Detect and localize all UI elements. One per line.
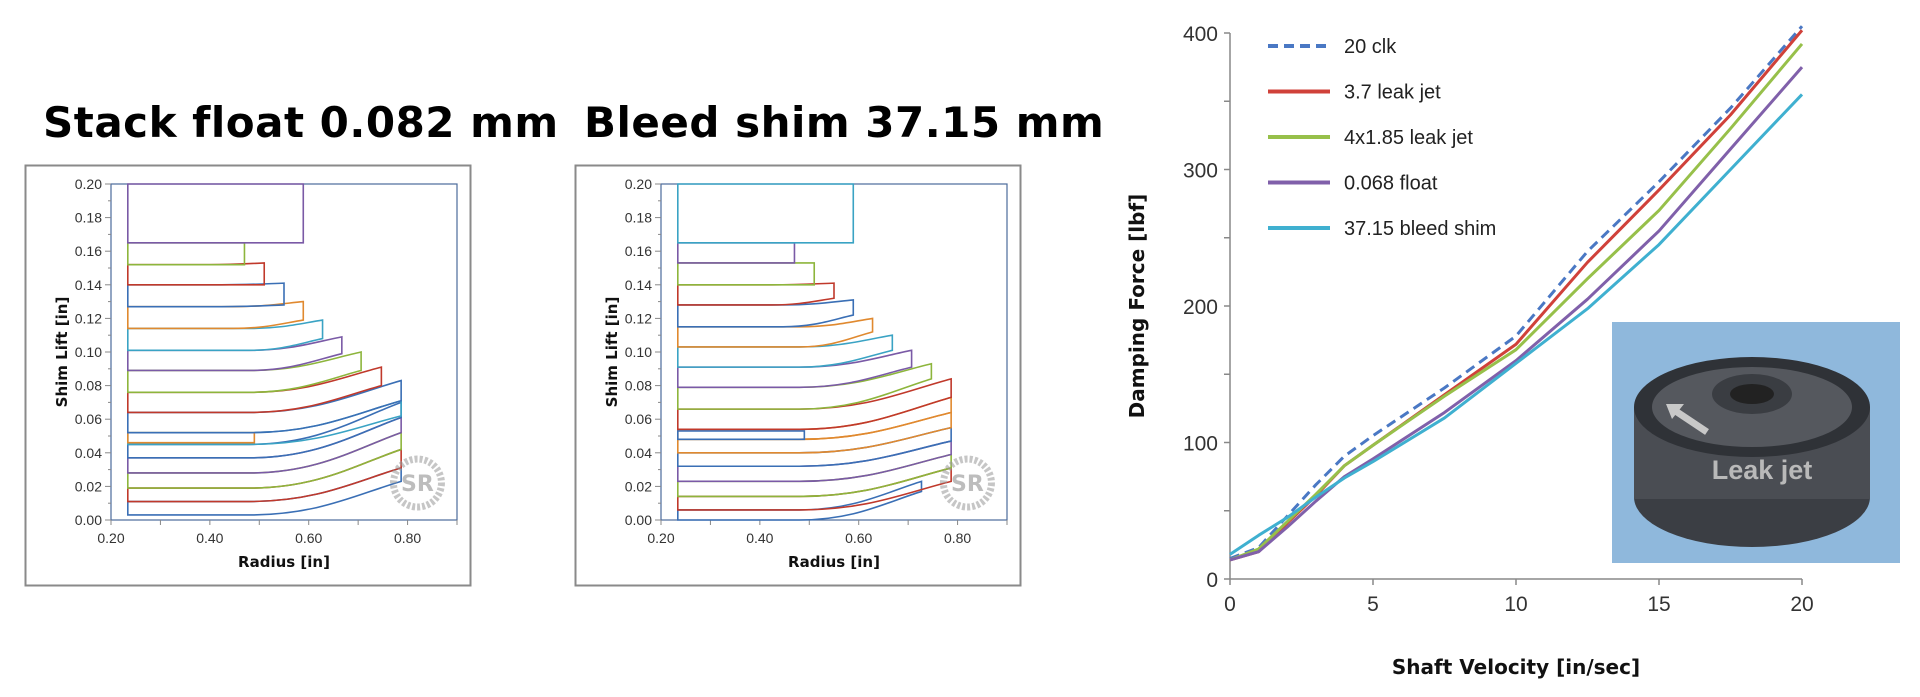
legend-label-4: 37.15 bleed shim — [1344, 218, 1496, 240]
y-tick-label: 0.20 — [75, 176, 102, 192]
series-line-3 — [1229, 66, 1804, 562]
y-tick-label: 0.02 — [625, 478, 652, 494]
y-tick-label: 0.06 — [625, 411, 652, 427]
y-tick-label: 0.08 — [625, 378, 652, 394]
stack-float-chart: 0.00 0.02 0.04 0.06 0.08 0.10 0.12 0.14 0.16 0.18… — [24, 164, 472, 587]
shim-outline — [677, 430, 806, 441]
y-tick-label: 0.00 — [625, 512, 652, 528]
watermark-ring — [389, 455, 445, 511]
y-tick-label: 0.14 — [75, 277, 102, 293]
watermark-ring — [939, 455, 995, 511]
leak-jet-arrow — [1672, 407, 1709, 435]
legend-label-3: 0.068 float — [1344, 173, 1438, 195]
shim-outline — [127, 183, 305, 244]
x-tick-label: 10 — [1504, 593, 1527, 616]
y-tick-label: 0.16 — [625, 243, 652, 259]
y-tick-label: 0.00 — [75, 512, 102, 528]
shim-outline — [677, 299, 855, 328]
x-axis-title: Radius [in] — [238, 553, 330, 571]
x-tick-label: 0 — [1224, 593, 1236, 616]
legend-label-1: 3.7 leak jet — [1344, 82, 1441, 104]
x-tick-label: 0.60 — [295, 530, 322, 546]
bleed-shim-title: Bleed shim 37.15 mm — [584, 98, 1105, 147]
y-axis-title: Shim Lift [in] — [53, 297, 71, 408]
y-tick-label: 0 — [1206, 569, 1218, 592]
series-line-4 — [1229, 93, 1804, 556]
x-tick-label: 0.40 — [746, 530, 773, 546]
y-tick-label: 0.18 — [75, 210, 102, 226]
y-axis-title: Shim Lift [in] — [603, 297, 621, 408]
y-axis-title: Damping Force [lbf] — [1125, 194, 1149, 419]
y-tick-label: 0.08 — [75, 378, 102, 394]
legend-label-2: 4x1.85 leak jet — [1344, 127, 1473, 149]
y-tick-label: 0.12 — [625, 310, 652, 326]
y-tick-label: 100 — [1183, 433, 1218, 456]
chart-frame — [574, 164, 1022, 587]
x-tick-label: 0.80 — [394, 530, 421, 546]
x-tick-label: 5 — [1367, 593, 1379, 616]
x-axis-title: Shaft Velocity [in/sec] — [1392, 655, 1640, 679]
y-tick-label: 0.14 — [625, 277, 652, 293]
series-line-2 — [1229, 42, 1804, 562]
y-tick-label: 0.10 — [625, 344, 652, 360]
x-tick-label: 0.20 — [97, 530, 124, 546]
y-tick-label: 0.06 — [75, 411, 102, 427]
leak-jet-label: Leak jet — [1712, 455, 1813, 485]
shimrestacker-watermark-logo: SR — [389, 455, 445, 511]
y-tick-label: 0.20 — [625, 176, 652, 192]
y-tick-label: 0.10 — [75, 344, 102, 360]
y-tick-label: 0.04 — [625, 445, 652, 461]
damping-force-chart: 0 100 200 300 400 0 5 10 15 20 Shaft Velocity [in/… — [1125, 23, 1900, 679]
shimrestacker-watermark-logo: SR — [939, 455, 995, 511]
leak-jet-inset-photo: Leak jet — [1612, 322, 1900, 563]
y-tick-label: 300 — [1183, 160, 1218, 183]
piston-bore — [1730, 384, 1774, 404]
stack-float-title: Stack float 0.082 mm — [43, 98, 559, 147]
x-tick-label: 0.80 — [944, 530, 971, 546]
x-tick-label: 20 — [1790, 593, 1813, 616]
y-tick-label: 200 — [1183, 296, 1218, 319]
x-tick-label: 15 — [1647, 593, 1670, 616]
y-tick-label: 0.18 — [625, 210, 652, 226]
x-tick-label: 0.20 — [647, 530, 674, 546]
shim-outline — [677, 317, 874, 348]
y-tick-label: 0.16 — [75, 243, 102, 259]
shim-outline — [127, 319, 324, 352]
x-tick-label: 0.60 — [845, 530, 872, 546]
shim-outline — [677, 183, 855, 244]
bleed-shim-chart: 0.00 0.02 0.04 0.06 0.08 0.10 0.12 0.14 0.16 0.18… — [574, 164, 1022, 587]
watermark-sr-logo: SR — [951, 472, 984, 497]
leak-jet-arrowhead — [1666, 404, 1684, 419]
x-axis-title: Radius [in] — [788, 553, 880, 571]
y-tick-label: 0.04 — [75, 445, 102, 461]
y-tick-label: 0.02 — [75, 478, 102, 494]
watermark-sr-logo: SR — [401, 472, 434, 497]
y-tick-label: 400 — [1183, 23, 1218, 46]
y-tick-label: 0.12 — [75, 310, 102, 326]
legend-label-0: 20 clk — [1344, 36, 1397, 58]
x-tick-label: 0.40 — [196, 530, 223, 546]
